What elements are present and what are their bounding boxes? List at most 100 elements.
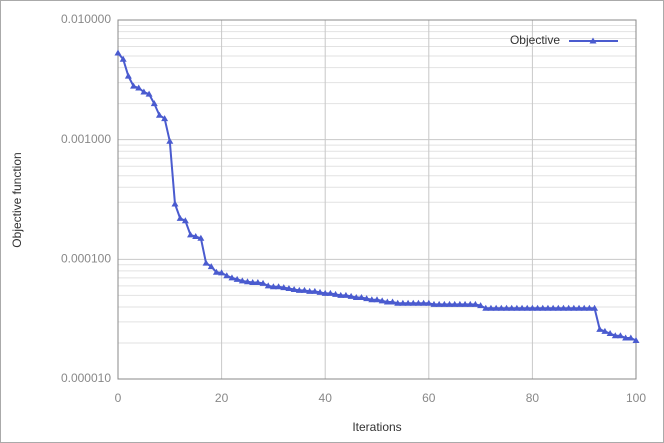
point-marker [254, 279, 262, 286]
point-marker [456, 300, 464, 307]
point-marker [487, 304, 495, 311]
point-marker [378, 297, 386, 304]
point-marker [295, 286, 303, 293]
x-tick-label: 60 [422, 391, 436, 405]
point-marker [601, 327, 609, 334]
x-axis-label: Iterations [352, 420, 401, 434]
point-marker [492, 304, 500, 311]
point-marker [124, 72, 132, 79]
y-tick-label: 0.001000 [61, 132, 111, 146]
point-marker [435, 300, 443, 307]
point-marker [207, 263, 215, 270]
point-marker [326, 289, 334, 296]
point-marker [430, 300, 438, 307]
point-marker [503, 304, 510, 311]
point-marker [228, 274, 236, 281]
point-marker [414, 299, 422, 306]
point-marker [150, 100, 158, 107]
point-marker [559, 304, 567, 311]
point-marker [425, 299, 433, 306]
point-marker [280, 284, 288, 291]
y-tick-label: 0.000100 [61, 252, 111, 266]
point-marker [130, 82, 138, 89]
point-marker [622, 334, 630, 341]
point-marker [212, 268, 220, 275]
point-marker [482, 304, 490, 311]
point-marker [233, 275, 241, 282]
point-marker [140, 88, 148, 95]
point-marker [275, 283, 283, 290]
point-marker [534, 304, 542, 311]
point-marker [616, 332, 624, 339]
point-marker [161, 115, 169, 122]
point-marker [420, 299, 428, 306]
point-marker [554, 304, 562, 311]
legend-marker [589, 37, 597, 44]
point-marker [565, 304, 573, 311]
y-tick-label: 0.000010 [61, 371, 111, 385]
point-marker [352, 293, 360, 300]
point-marker [373, 296, 381, 303]
point-marker [155, 111, 163, 118]
point-marker [409, 299, 417, 306]
point-marker [269, 283, 277, 290]
point-marker [606, 330, 614, 337]
point-marker [549, 304, 557, 311]
point-marker [357, 293, 365, 300]
point-marker [497, 304, 505, 311]
point-marker [290, 285, 298, 292]
point-marker [192, 233, 200, 240]
point-marker [466, 300, 474, 307]
point-marker [197, 234, 205, 241]
point-marker [399, 299, 407, 306]
point-marker [570, 304, 578, 311]
point-marker [383, 298, 391, 305]
y-axis-label: Objective function [10, 152, 24, 247]
point-marker [114, 49, 122, 56]
point-marker [404, 299, 412, 306]
point-marker [591, 304, 599, 311]
point-marker [368, 296, 376, 303]
point-marker [171, 200, 179, 207]
x-tick-label: 100 [626, 391, 646, 405]
x-tick-label: 40 [319, 391, 333, 405]
point-marker [632, 336, 640, 343]
point-marker [218, 269, 226, 276]
point-marker [523, 304, 531, 311]
x-tick-label: 20 [215, 391, 229, 405]
point-marker [337, 291, 345, 298]
point-marker [627, 334, 635, 341]
point-marker [611, 332, 619, 339]
point-marker [249, 279, 257, 286]
point-marker [461, 300, 469, 307]
point-marker [513, 304, 521, 311]
point-marker [451, 300, 459, 307]
point-marker [202, 259, 210, 266]
point-marker [300, 286, 308, 293]
point-marker [440, 300, 448, 307]
point-marker [238, 277, 246, 284]
point-marker [518, 304, 526, 311]
point-marker [306, 287, 314, 294]
point-marker [585, 304, 593, 311]
point-marker [321, 289, 329, 296]
point-marker [471, 300, 479, 307]
point-marker [119, 55, 127, 62]
point-marker [145, 90, 153, 97]
point-marker [575, 304, 583, 311]
point-marker [223, 272, 231, 279]
point-marker [264, 282, 272, 289]
point-marker [259, 279, 267, 286]
point-marker [135, 84, 143, 91]
point-marker [446, 300, 454, 307]
point-marker [285, 285, 293, 292]
x-tick-label: 80 [526, 391, 540, 405]
point-marker [539, 304, 547, 311]
point-marker [166, 137, 174, 144]
point-marker [394, 299, 402, 306]
y-tick-label: 0.010000 [61, 12, 111, 26]
point-marker [187, 231, 195, 238]
point-marker [176, 214, 184, 221]
